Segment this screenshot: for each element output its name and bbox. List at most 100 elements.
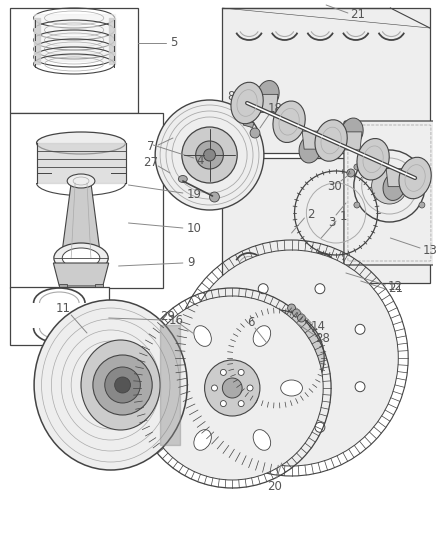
Text: 8: 8 xyxy=(228,91,235,103)
Ellipse shape xyxy=(194,430,212,450)
Circle shape xyxy=(264,373,270,378)
Ellipse shape xyxy=(383,173,405,200)
Circle shape xyxy=(315,284,325,294)
Polygon shape xyxy=(61,183,101,258)
Circle shape xyxy=(284,338,290,344)
Circle shape xyxy=(254,355,260,361)
Circle shape xyxy=(315,422,325,432)
Circle shape xyxy=(288,304,296,312)
Circle shape xyxy=(258,284,268,294)
Ellipse shape xyxy=(315,120,347,161)
Circle shape xyxy=(185,250,398,466)
Circle shape xyxy=(354,202,360,208)
Circle shape xyxy=(347,169,355,177)
Text: 4: 4 xyxy=(196,154,203,166)
Bar xyxy=(59,284,67,296)
Polygon shape xyxy=(302,131,320,149)
Circle shape xyxy=(205,360,260,416)
Circle shape xyxy=(284,373,290,378)
Circle shape xyxy=(223,378,242,398)
Bar xyxy=(10,287,109,345)
Circle shape xyxy=(419,202,425,208)
Ellipse shape xyxy=(194,326,212,346)
Ellipse shape xyxy=(253,326,271,346)
Ellipse shape xyxy=(162,380,184,396)
Text: 28: 28 xyxy=(315,333,330,345)
Circle shape xyxy=(141,296,323,480)
Circle shape xyxy=(267,348,286,368)
Ellipse shape xyxy=(62,248,100,268)
Text: 13: 13 xyxy=(423,244,438,256)
Text: 2: 2 xyxy=(307,208,315,222)
Circle shape xyxy=(93,355,152,415)
Circle shape xyxy=(371,168,407,204)
Ellipse shape xyxy=(273,101,305,142)
Bar xyxy=(10,8,138,113)
Text: 20: 20 xyxy=(267,480,282,492)
Text: 1: 1 xyxy=(339,209,347,222)
Text: 9: 9 xyxy=(187,256,194,270)
Ellipse shape xyxy=(253,430,271,450)
Circle shape xyxy=(220,369,226,375)
Ellipse shape xyxy=(67,174,95,188)
Circle shape xyxy=(258,422,268,432)
Ellipse shape xyxy=(257,80,279,108)
Circle shape xyxy=(264,338,270,344)
Polygon shape xyxy=(344,132,362,150)
Circle shape xyxy=(247,328,307,388)
Circle shape xyxy=(354,164,360,170)
Ellipse shape xyxy=(54,243,108,273)
Text: 10: 10 xyxy=(186,222,201,236)
Circle shape xyxy=(229,310,324,406)
Ellipse shape xyxy=(94,293,104,299)
Ellipse shape xyxy=(299,135,321,163)
Text: 12: 12 xyxy=(388,280,403,294)
Text: 6: 6 xyxy=(247,317,255,329)
Text: 7: 7 xyxy=(148,141,155,154)
Ellipse shape xyxy=(231,82,263,124)
Circle shape xyxy=(238,369,244,375)
Circle shape xyxy=(209,192,219,202)
Bar xyxy=(223,8,430,153)
Ellipse shape xyxy=(281,380,302,396)
Text: 19: 19 xyxy=(186,188,201,200)
Circle shape xyxy=(78,303,84,309)
Circle shape xyxy=(250,128,260,138)
Circle shape xyxy=(247,385,253,391)
Text: 3: 3 xyxy=(328,215,336,229)
Circle shape xyxy=(204,149,215,161)
Circle shape xyxy=(115,377,131,393)
Bar xyxy=(95,284,103,296)
Ellipse shape xyxy=(36,132,126,154)
Circle shape xyxy=(355,324,365,334)
Ellipse shape xyxy=(81,340,160,430)
Circle shape xyxy=(293,309,300,317)
Circle shape xyxy=(218,382,228,392)
Text: 21: 21 xyxy=(350,7,365,20)
Circle shape xyxy=(212,385,217,391)
Ellipse shape xyxy=(341,118,363,146)
Ellipse shape xyxy=(178,175,187,182)
Text: 5: 5 xyxy=(170,36,178,50)
Circle shape xyxy=(220,401,226,407)
FancyBboxPatch shape xyxy=(344,121,435,265)
Polygon shape xyxy=(53,263,109,286)
Ellipse shape xyxy=(399,157,431,199)
Circle shape xyxy=(182,127,237,183)
Circle shape xyxy=(196,141,223,169)
Text: 21: 21 xyxy=(388,282,403,295)
Circle shape xyxy=(74,299,88,313)
Circle shape xyxy=(238,401,244,407)
Circle shape xyxy=(297,314,305,322)
Circle shape xyxy=(355,382,365,392)
Text: 11: 11 xyxy=(56,303,71,316)
Ellipse shape xyxy=(58,293,68,299)
Text: 29: 29 xyxy=(160,310,176,322)
Bar xyxy=(10,113,163,288)
Text: 30: 30 xyxy=(327,180,342,192)
Polygon shape xyxy=(260,94,278,112)
Ellipse shape xyxy=(357,139,389,180)
Circle shape xyxy=(270,336,313,380)
Circle shape xyxy=(155,100,264,210)
Ellipse shape xyxy=(34,300,187,470)
